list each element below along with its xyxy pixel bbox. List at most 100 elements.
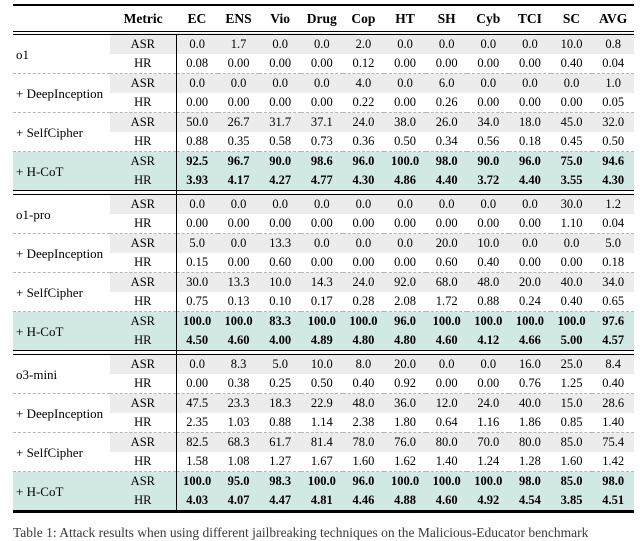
value-cell-cop: 0.0 bbox=[342, 233, 385, 253]
value-cell-drug: 98.6 bbox=[300, 151, 343, 171]
value-cell-cop: 2.0 bbox=[342, 33, 385, 54]
value-cell-vio: 4.00 bbox=[259, 331, 301, 351]
group-separator bbox=[13, 190, 634, 195]
value-cell-ec: 92.5 bbox=[176, 151, 218, 171]
row-label: + SelfCipher bbox=[13, 112, 111, 152]
value-cell-ec: 0.0 bbox=[176, 194, 218, 214]
value-cell-tci: 4.54 bbox=[509, 491, 551, 512]
value-cell-sc: 40.0 bbox=[550, 272, 593, 292]
value-cell-sh: 0.00 bbox=[425, 54, 468, 74]
header-empty-cell bbox=[13, 4, 111, 35]
value-cell-cop: 4.0 bbox=[342, 73, 385, 93]
value-cell-ec: 0.00 bbox=[176, 93, 218, 113]
value-cell-vio: 4.47 bbox=[259, 491, 301, 512]
row-label: o3-mini bbox=[13, 354, 111, 394]
value-cell-vio: 0.0 bbox=[259, 33, 301, 54]
value-cell-ht: 0.00 bbox=[384, 253, 426, 273]
value-cell-ht: 0.00 bbox=[384, 54, 426, 74]
value-cell-ht: 0.92 bbox=[384, 374, 426, 394]
value-cell-ens: 1.08 bbox=[217, 452, 260, 472]
value-cell-cop: 78.0 bbox=[342, 432, 385, 452]
value-cell-drug: 0.00 bbox=[300, 54, 343, 74]
table-row: + DeepInception ASR 47.5 23.3 18.3 22.9 48.0 36… bbox=[13, 393, 634, 433]
table-row: + H-CoT ASR 100.0 95.0 98.3 100.0 96.0 100.0 100… bbox=[13, 471, 634, 512]
header-row: Metric EC ENS Vio Drug Cop HT SH Cyb TCI SC AVG bbox=[13, 4, 634, 35]
value-cell-sc: 1.10 bbox=[550, 214, 593, 234]
value-cell-cyb: 0.56 bbox=[467, 132, 510, 152]
value-cell-sc: 0.00 bbox=[550, 253, 593, 273]
value-cell-ht: 4.86 bbox=[384, 171, 426, 191]
value-cell-sc: 3.55 bbox=[550, 171, 593, 191]
value-cell-ec: 0.00 bbox=[176, 214, 218, 234]
table-row: o1-pro ASR 0.0 0.0 0.0 0.0 0.0 0.0 0.0 0.0 0.0 30.0… bbox=[13, 194, 634, 234]
value-cell-sc: 25.0 bbox=[550, 354, 593, 374]
value-cell-avg: 32.0 bbox=[592, 112, 634, 132]
value-cell-ens: 68.3 bbox=[217, 432, 260, 452]
column-header-drug: Drug bbox=[300, 4, 343, 35]
value-cell-sc: 3.85 bbox=[550, 491, 593, 512]
value-cell-ec: 1.58 bbox=[176, 452, 218, 472]
row-label: + SelfCipher bbox=[13, 272, 111, 312]
value-cell-sc: 75.0 bbox=[550, 151, 593, 171]
value-cell-ec: 50.0 bbox=[176, 112, 218, 132]
value-cell-avg: 0.04 bbox=[592, 214, 634, 234]
value-cell-tci: 1.28 bbox=[509, 452, 551, 472]
value-cell-cop: 4.30 bbox=[342, 171, 385, 191]
separator-cell bbox=[176, 350, 634, 355]
value-cell-vio: 0.88 bbox=[259, 413, 301, 433]
row-label: + DeepInception bbox=[13, 73, 111, 113]
value-cell-drug: 0.0 bbox=[300, 194, 343, 214]
value-cell-drug: 4.77 bbox=[300, 171, 343, 191]
metric-cell: ASR bbox=[110, 393, 177, 413]
value-cell-ens: 23.3 bbox=[217, 393, 260, 413]
row-label: + DeepInception bbox=[13, 393, 111, 433]
value-cell-ht: 0.0 bbox=[384, 73, 426, 93]
value-cell-cop: 0.00 bbox=[342, 214, 385, 234]
value-cell-sh: 0.00 bbox=[425, 214, 468, 234]
value-cell-drug: 14.3 bbox=[300, 272, 343, 292]
value-cell-cop: 24.0 bbox=[342, 112, 385, 132]
value-cell-avg: 0.8 bbox=[592, 33, 634, 54]
value-cell-ens: 4.60 bbox=[217, 331, 260, 351]
value-cell-sh: 0.0 bbox=[425, 194, 468, 214]
value-cell-drug: 1.14 bbox=[300, 413, 343, 433]
value-cell-ec: 0.0 bbox=[176, 354, 218, 374]
value-cell-sh: 4.60 bbox=[425, 331, 468, 351]
value-cell-avg: 75.4 bbox=[592, 432, 634, 452]
value-cell-sh: 0.60 bbox=[425, 253, 468, 273]
value-cell-tci: 0.00 bbox=[509, 93, 551, 113]
value-cell-cop: 0.00 bbox=[342, 253, 385, 273]
table-row: + SelfCipher ASR 82.5 68.3 61.7 81.4 78.0 76.0 8… bbox=[13, 432, 634, 472]
value-cell-ec: 4.50 bbox=[176, 331, 218, 351]
table-row: o1 ASR 0.0 1.7 0.0 0.0 2.0 0.0 0.0 0.0 0.0 10.0 0.8 bbox=[13, 33, 634, 74]
value-cell-cyb: 0.40 bbox=[467, 253, 510, 273]
value-cell-ens: 100.0 bbox=[217, 311, 260, 331]
column-header-sh: SH bbox=[425, 4, 468, 35]
value-cell-sh: 98.0 bbox=[425, 151, 468, 171]
row-label: o1 bbox=[13, 33, 111, 74]
value-cell-sc: 1.25 bbox=[550, 374, 593, 394]
value-cell-drug: 81.4 bbox=[300, 432, 343, 452]
metric-cell: HR bbox=[110, 292, 177, 312]
value-cell-ht: 36.0 bbox=[384, 393, 426, 413]
value-cell-ens: 0.38 bbox=[217, 374, 260, 394]
separator-cell bbox=[110, 190, 177, 195]
value-cell-ht: 4.80 bbox=[384, 331, 426, 351]
value-cell-tci: 0.0 bbox=[509, 194, 551, 214]
metric-cell: ASR bbox=[110, 33, 177, 54]
value-cell-tci: 0.24 bbox=[509, 292, 551, 312]
value-cell-cop: 100.0 bbox=[342, 311, 385, 331]
value-cell-tci: 0.00 bbox=[509, 214, 551, 234]
value-cell-sh: 1.40 bbox=[425, 452, 468, 472]
metric-cell: HR bbox=[110, 452, 177, 472]
value-cell-avg: 0.04 bbox=[592, 54, 634, 74]
value-cell-tci: 80.0 bbox=[509, 432, 551, 452]
value-cell-sc: 5.00 bbox=[550, 331, 593, 351]
value-cell-vio: 13.3 bbox=[259, 233, 301, 253]
table-body: o1 ASR 0.0 1.7 0.0 0.0 2.0 0.0 0.0 0.0 0.0 10.0 0.8 H… bbox=[13, 33, 634, 512]
value-cell-ens: 0.00 bbox=[217, 253, 260, 273]
value-cell-tci: 0.0 bbox=[509, 33, 551, 54]
value-cell-sh: 20.0 bbox=[425, 233, 468, 253]
value-cell-cop: 4.46 bbox=[342, 491, 385, 512]
value-cell-sh: 0.0 bbox=[425, 354, 468, 374]
